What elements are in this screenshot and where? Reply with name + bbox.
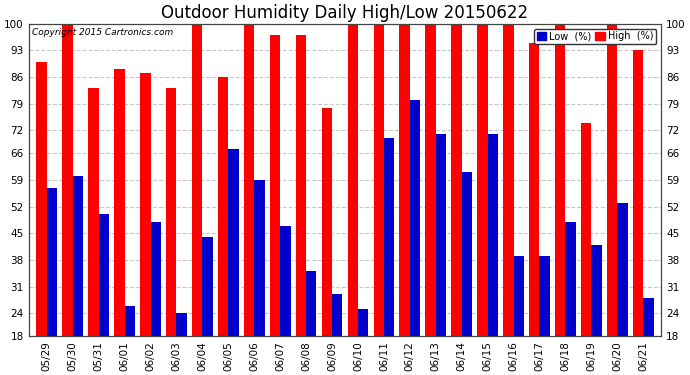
- Bar: [618, 203, 628, 375]
- Bar: [218, 77, 228, 375]
- Bar: [244, 24, 254, 375]
- Bar: [513, 256, 524, 375]
- Bar: [306, 272, 317, 375]
- Bar: [150, 222, 161, 375]
- Title: Outdoor Humidity Daily High/Low 20150622: Outdoor Humidity Daily High/Low 20150622: [161, 4, 529, 22]
- Bar: [62, 24, 72, 375]
- Bar: [400, 24, 410, 375]
- Bar: [99, 214, 109, 375]
- Bar: [270, 35, 280, 375]
- Bar: [280, 226, 290, 375]
- Bar: [462, 172, 472, 375]
- Bar: [177, 313, 187, 375]
- Bar: [202, 237, 213, 375]
- Bar: [322, 108, 332, 375]
- Bar: [115, 69, 125, 375]
- Bar: [37, 62, 47, 375]
- Bar: [358, 309, 368, 375]
- Bar: [633, 50, 643, 375]
- Bar: [140, 73, 150, 375]
- Bar: [529, 43, 540, 375]
- Bar: [477, 24, 488, 375]
- Bar: [451, 24, 462, 375]
- Bar: [47, 188, 57, 375]
- Bar: [565, 222, 575, 375]
- Bar: [581, 123, 591, 375]
- Bar: [384, 138, 394, 375]
- Bar: [436, 134, 446, 375]
- Bar: [607, 24, 618, 375]
- Bar: [591, 244, 602, 375]
- Bar: [555, 24, 565, 375]
- Bar: [332, 294, 342, 375]
- Bar: [125, 306, 135, 375]
- Bar: [228, 149, 239, 375]
- Bar: [166, 88, 177, 375]
- Bar: [88, 88, 99, 375]
- Bar: [410, 100, 420, 375]
- Bar: [254, 180, 265, 375]
- Bar: [643, 298, 653, 375]
- Bar: [348, 24, 358, 375]
- Bar: [503, 24, 513, 375]
- Bar: [540, 256, 550, 375]
- Bar: [488, 134, 498, 375]
- Bar: [296, 35, 306, 375]
- Bar: [192, 24, 202, 375]
- Text: Copyright 2015 Cartronics.com: Copyright 2015 Cartronics.com: [32, 28, 173, 38]
- Bar: [373, 24, 384, 375]
- Bar: [72, 176, 83, 375]
- Legend: Low  (%), High  (%): Low (%), High (%): [534, 28, 656, 44]
- Bar: [425, 24, 436, 375]
